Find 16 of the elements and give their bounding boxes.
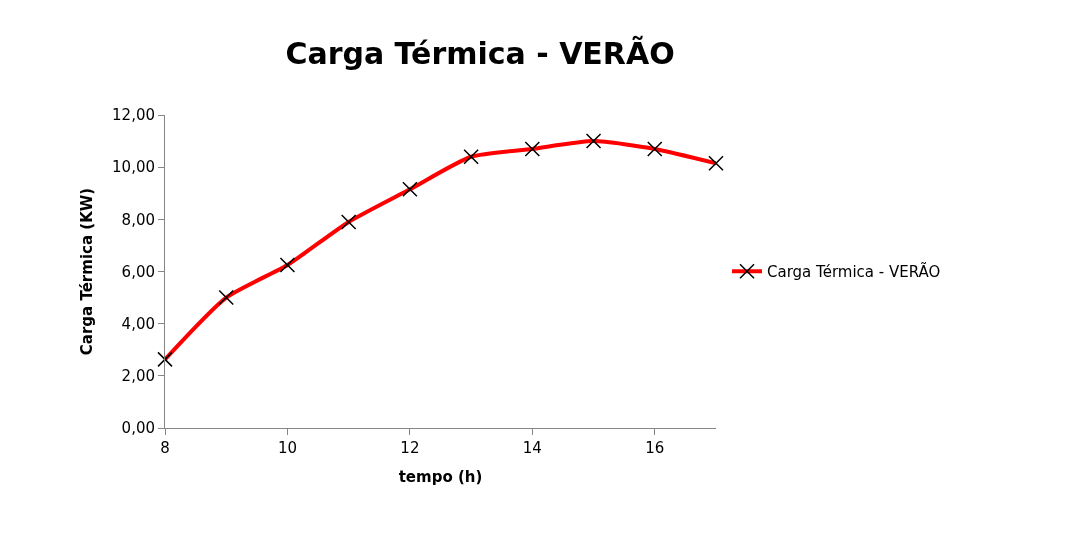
- y-tick-label: 0,00: [121, 419, 155, 438]
- y-tick-label: 8,00: [121, 210, 155, 229]
- y-axis-title: Carga Térmica (KW): [78, 187, 97, 356]
- y-tick-label: 2,00: [121, 367, 155, 386]
- x-tick-label: 12: [400, 439, 420, 457]
- x-tick-label: 8: [160, 439, 170, 457]
- x-tick-label: 10: [277, 439, 297, 457]
- y-tick-label: 6,00: [121, 262, 155, 281]
- y-tick-label: 10,00: [112, 158, 155, 177]
- legend-label: Carga Térmica - VERÃO: [767, 262, 941, 282]
- chart-title: Carga Térmica - VERÃO: [285, 34, 675, 71]
- x-tick-label: 14: [522, 439, 542, 457]
- x-axis-title: tempo (h): [398, 468, 483, 486]
- x-tick-label: 16: [645, 439, 665, 457]
- y-tick-label: 4,00: [121, 314, 155, 333]
- y-tick-label: 12,00: [112, 106, 155, 125]
